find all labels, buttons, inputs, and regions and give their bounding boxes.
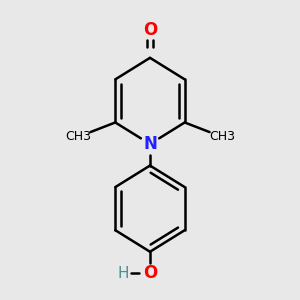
Text: N: N <box>143 135 157 153</box>
Text: O: O <box>143 264 157 282</box>
Text: O: O <box>143 21 157 39</box>
Text: CH3: CH3 <box>65 130 91 143</box>
Text: H: H <box>118 266 129 281</box>
Text: CH3: CH3 <box>209 130 235 143</box>
